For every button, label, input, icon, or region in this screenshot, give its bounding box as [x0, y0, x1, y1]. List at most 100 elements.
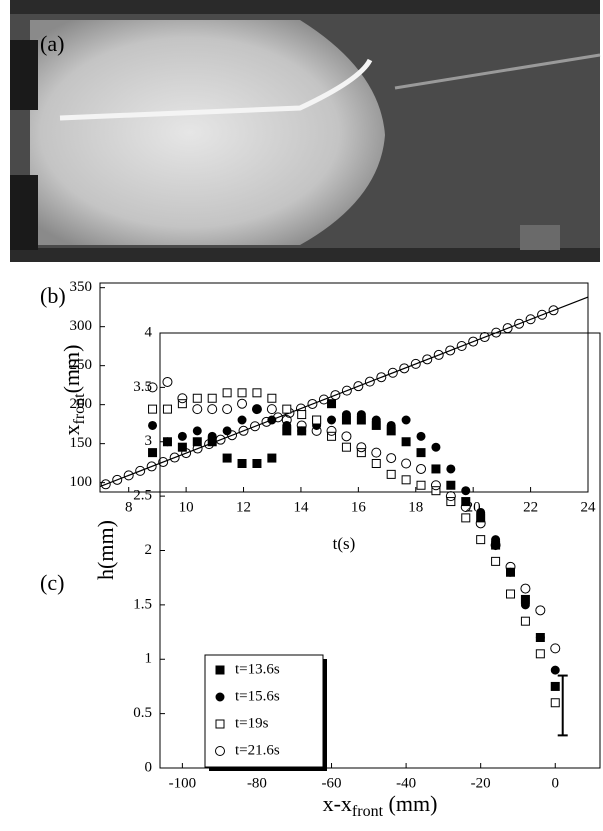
point: [430, 480, 441, 491]
label-part: x-x: [323, 791, 352, 816]
point: [550, 681, 560, 691]
point: [252, 404, 262, 414]
y-tick-label: 350: [70, 279, 93, 295]
point: [177, 442, 187, 452]
point: [222, 404, 233, 415]
point: [296, 420, 307, 431]
x-tick-label: 14: [293, 499, 309, 515]
point: [281, 415, 292, 425]
point: [100, 479, 111, 490]
y-tick-label: 3: [145, 433, 153, 449]
point: [135, 465, 146, 476]
x-tick-label: -100: [169, 775, 197, 791]
point: [386, 420, 396, 430]
x-tick-label: -80: [247, 775, 267, 791]
y-tick-label: 200: [70, 396, 93, 412]
point: [548, 305, 559, 316]
y-axis-label: h(mm): [93, 520, 118, 580]
point: [446, 480, 456, 490]
point: [376, 372, 387, 383]
point: [364, 376, 375, 387]
x-tick-label: 22: [523, 499, 538, 515]
point: [387, 367, 398, 378]
point: [520, 616, 530, 626]
point: [312, 415, 322, 425]
panel-label: (a): [40, 31, 64, 56]
y-tick-label: 100: [70, 474, 93, 490]
point: [169, 452, 180, 463]
point: [353, 381, 364, 392]
point: [267, 393, 277, 403]
legend-label: t=13.6s: [235, 661, 280, 677]
point: [514, 318, 525, 329]
point: [252, 459, 262, 468]
y-tick-label: 0.5: [133, 705, 152, 721]
plot-frame: [99, 282, 589, 493]
point: [158, 456, 169, 467]
point: [416, 448, 426, 458]
point: [341, 410, 351, 420]
label-part: x: [59, 425, 84, 436]
point: [491, 556, 501, 566]
point: [251, 404, 262, 415]
point: [311, 425, 322, 436]
label-sub: front: [352, 803, 384, 820]
legend-marker: [215, 692, 225, 702]
point: [326, 425, 337, 436]
point: [371, 459, 381, 468]
point: [371, 415, 381, 425]
point: [446, 464, 456, 474]
x-tick-label: -60: [322, 775, 342, 791]
point: [431, 464, 441, 474]
legend: [204, 654, 324, 768]
point: [192, 393, 202, 403]
point: [525, 314, 536, 325]
point: [250, 421, 261, 432]
point: [177, 399, 187, 409]
point: [162, 376, 173, 387]
fit-line: [99, 296, 589, 488]
legend-label: t=21.6s: [235, 742, 280, 758]
point: [401, 437, 411, 447]
x-tick-label: 16: [351, 499, 367, 515]
y-tick-label: 2: [145, 542, 153, 558]
point: [237, 388, 247, 398]
legend-marker: [215, 665, 225, 675]
x-tick-label: 24: [581, 499, 597, 515]
point: [207, 404, 218, 415]
point: [401, 458, 412, 469]
point: [341, 431, 352, 442]
point: [148, 404, 158, 414]
point: [461, 513, 471, 523]
y-tick-label: 1: [145, 651, 153, 667]
point: [282, 404, 292, 414]
point: [506, 567, 516, 577]
label-part: (mm): [59, 345, 84, 394]
y-tick-label: 150: [70, 435, 93, 451]
panel-label: (b): [40, 283, 66, 308]
point: [410, 358, 421, 369]
point: [282, 420, 292, 430]
y-tick-label: 2.5: [133, 488, 152, 504]
legend-label: t=19s: [235, 715, 269, 731]
panel-label: (c): [40, 570, 64, 595]
point: [535, 605, 546, 616]
point: [491, 535, 501, 545]
point: [416, 480, 426, 490]
point: [468, 336, 479, 347]
point: [222, 453, 232, 463]
point: [461, 486, 471, 496]
point: [386, 453, 397, 464]
point: [252, 388, 262, 398]
point: [520, 600, 530, 610]
point: [207, 431, 217, 441]
point: [222, 426, 232, 436]
point: [192, 437, 202, 447]
point: [535, 633, 545, 642]
point: [162, 404, 172, 414]
point: [506, 589, 516, 599]
point: [356, 442, 367, 453]
point: [327, 431, 337, 441]
